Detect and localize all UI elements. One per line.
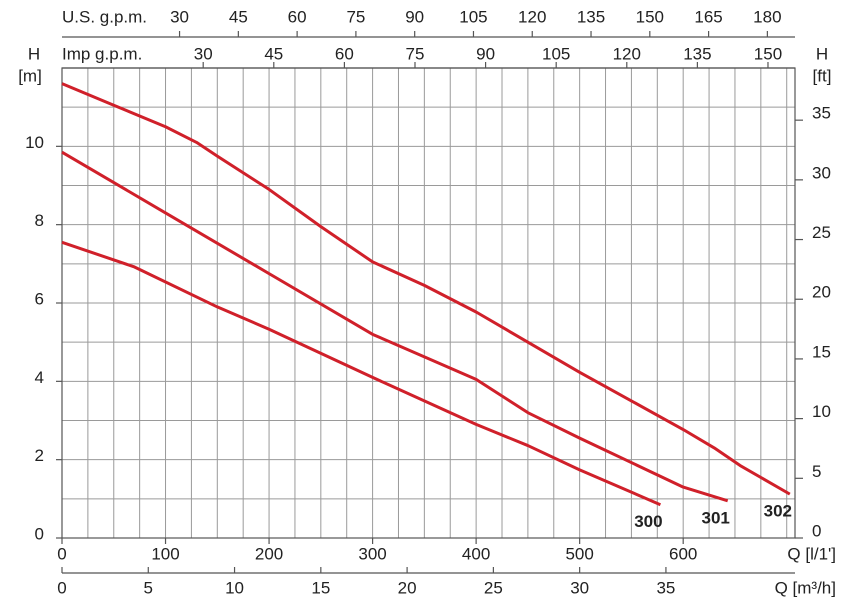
x_imp_gpm-tick-label: 30 — [194, 44, 213, 63]
x-tick-label: 200 — [255, 544, 283, 563]
y-axis-label: H — [28, 44, 40, 63]
x_m3h-tick-label: 25 — [484, 578, 503, 597]
x-axis-label: Q [l/1'] — [787, 544, 836, 563]
pump-curve — [61, 150, 729, 503]
y2-tick-label: 35 — [812, 104, 831, 123]
x_imp_gpm-tick-label: 150 — [754, 44, 782, 63]
x_us_gpm-tick-label: 120 — [518, 7, 546, 26]
pump-curve — [61, 82, 791, 496]
y2-tick-label: 20 — [812, 283, 831, 302]
x_us_gpm-tick-label: 150 — [636, 7, 664, 26]
y-axis-unit: [m] — [18, 66, 42, 85]
x_m3h-tick-label: 5 — [144, 578, 153, 597]
x_m3h-tick-label: 35 — [656, 578, 675, 597]
x_us_gpm-tick-label: 60 — [288, 7, 307, 26]
x_us_gpm-tick-label: 165 — [694, 7, 722, 26]
x_imp_gpm-tick-label: 75 — [406, 44, 425, 63]
y2-tick-label: 0 — [812, 521, 821, 540]
x-tick-label: 400 — [462, 544, 490, 563]
y-tick-label: 2 — [35, 446, 44, 465]
y-tick-label: 4 — [35, 368, 44, 387]
x_us_gpm-tick-label: 180 — [753, 7, 781, 26]
y-tick-label: 10 — [25, 133, 44, 152]
x-tick-label: 600 — [669, 544, 697, 563]
x_us_gpm-tick-label: 45 — [229, 7, 248, 26]
x_us_gpm-tick-label: 135 — [577, 7, 605, 26]
curve-label: 302 — [764, 502, 792, 521]
x-tick-label: 100 — [151, 544, 179, 563]
x-m3h-axis-label: Q [m³/h] — [775, 578, 836, 597]
x_us_gpm-tick-label: 30 — [170, 7, 189, 26]
curve-label: 300 — [634, 512, 662, 531]
y2-tick-label: 15 — [812, 342, 831, 361]
x_imp_gpm-tick-label: 45 — [264, 44, 283, 63]
y2-tick-label: 5 — [812, 462, 821, 481]
x_us_gpm-tick-label: 75 — [346, 7, 365, 26]
x-tick-label: 500 — [565, 544, 593, 563]
x_m3h-tick-label: 15 — [311, 578, 330, 597]
y-tick-label: 8 — [35, 211, 44, 230]
pump-curve — [61, 240, 662, 507]
x_m3h-tick-label: 10 — [225, 578, 244, 597]
curve-label: 301 — [702, 508, 730, 527]
x_imp_gpm-tick-label: 135 — [683, 44, 711, 63]
y2-axis-unit: [ft] — [813, 66, 832, 85]
y2-tick-label: 25 — [812, 223, 831, 242]
x_us_gpm-tick-label: 90 — [405, 7, 424, 26]
x_us_gpm-tick-label: 105 — [459, 7, 487, 26]
y2-axis-label: H — [816, 44, 828, 63]
x_m3h-tick-label: 30 — [570, 578, 589, 597]
x_imp_gpm-tick-label: 120 — [613, 44, 641, 63]
x_m3h-tick-label: 0 — [57, 578, 66, 597]
imp-gpm-axis-label: Imp g.p.m. — [62, 44, 142, 63]
y-tick-label: 0 — [35, 524, 44, 543]
x-tick-label: 0 — [57, 544, 66, 563]
y2-tick-label: 10 — [812, 402, 831, 421]
x_m3h-tick-label: 20 — [398, 578, 417, 597]
us-gpm-axis-label: U.S. g.p.m. — [62, 7, 147, 26]
x_imp_gpm-tick-label: 105 — [542, 44, 570, 63]
x_imp_gpm-tick-label: 60 — [335, 44, 354, 63]
y-tick-label: 6 — [35, 289, 44, 308]
x_imp_gpm-tick-label: 90 — [476, 44, 495, 63]
x-tick-label: 300 — [358, 544, 386, 563]
y2-tick-label: 30 — [812, 163, 831, 182]
